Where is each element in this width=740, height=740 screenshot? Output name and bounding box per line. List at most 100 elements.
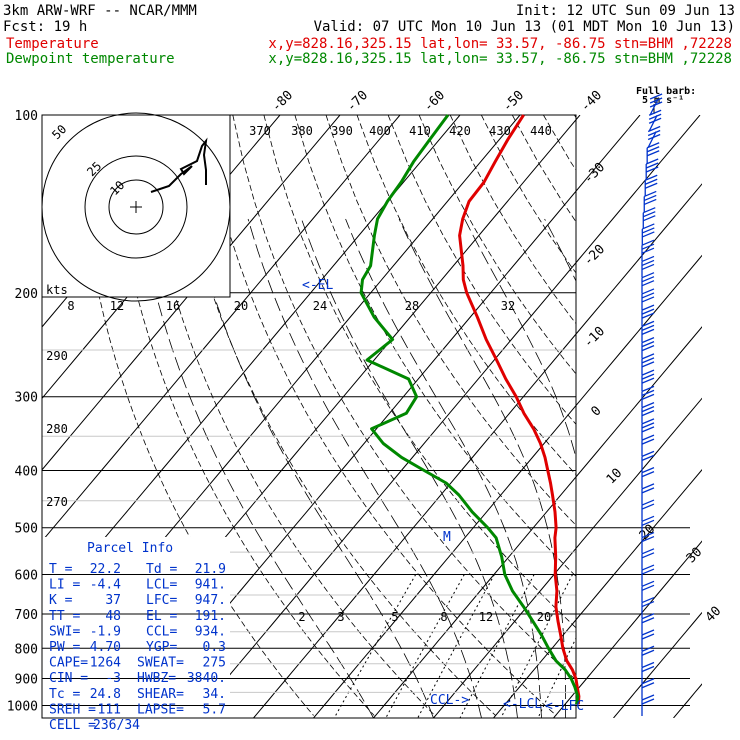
wind-barb-feather xyxy=(641,483,655,490)
pressure-label: 300 xyxy=(15,391,38,406)
theta-label: 430 xyxy=(489,124,511,138)
lfc-marker: <-LFC xyxy=(545,699,584,714)
wind-barb-feather xyxy=(648,113,662,120)
legend-temperature-info: x,y=828.16,325.15 lat,lon= 33.57, -86.75… xyxy=(268,36,732,52)
parcel-value: -3 xyxy=(105,671,121,686)
isotherm xyxy=(193,115,701,718)
wind-barb-feather xyxy=(641,519,655,526)
pressure-label: 100 xyxy=(15,109,38,124)
wind-barb-feather xyxy=(641,454,655,461)
wind-barb-feather xyxy=(641,422,655,429)
wind-barb-feather xyxy=(644,190,657,198)
isotherm-top-label: -40 xyxy=(578,88,605,115)
pressure-label: 800 xyxy=(15,642,38,657)
wind-barb-feather xyxy=(641,292,655,299)
wind-barb-feather xyxy=(645,158,659,165)
parcel-key: LCL= xyxy=(146,578,177,593)
mixing-ratio xyxy=(459,574,535,718)
wind-barb-feather xyxy=(641,263,655,271)
wind-barb xyxy=(649,98,659,116)
dry-adiabat xyxy=(139,115,436,716)
wind-barb-feather xyxy=(649,101,663,108)
pressure-label: 600 xyxy=(15,568,38,583)
parcel-value: 941. xyxy=(195,578,226,593)
hodograph-trace xyxy=(150,137,208,193)
mixing-ratio xyxy=(500,574,573,718)
dry-adiabat xyxy=(108,115,375,716)
mixing-ratio-label: 12 xyxy=(479,610,493,624)
mixing-ratio-label: 32 xyxy=(501,299,515,313)
wind-barb-feather xyxy=(641,410,655,417)
dry-adiabat xyxy=(730,115,740,716)
wind-barb-feather xyxy=(644,182,658,189)
parcel-value: 0.3 xyxy=(203,640,226,655)
parcel-key: SWI= xyxy=(49,624,80,639)
wind-barb-feather xyxy=(646,150,660,157)
wind-barb-feather xyxy=(641,564,655,571)
theta-side-label: 280 xyxy=(46,422,68,436)
parcel-value: -4.4 xyxy=(90,578,121,593)
wind-barb-feather xyxy=(641,531,655,539)
mixing-ratio-label: 20 xyxy=(234,299,248,313)
wind-barb-feather xyxy=(641,600,655,608)
valid-time: Valid: 07 UTC Mon 10 Jun 13 (01 MDT Mon … xyxy=(314,19,735,35)
pressure-label: 200 xyxy=(15,287,38,302)
plot-frame xyxy=(41,114,577,719)
wind-barb-feather xyxy=(641,665,655,673)
parcel-key: CELL = xyxy=(49,718,96,733)
wind-barb-feather xyxy=(641,466,655,474)
parcel-value: 3840. xyxy=(187,671,226,686)
parcel-value: 48 xyxy=(105,609,121,624)
isotherm xyxy=(42,115,281,400)
forecast-hour: Fcst: 19 h xyxy=(3,19,87,35)
parcel-value: 34. xyxy=(203,687,226,702)
wind-key-value: 5 m s⁻¹ xyxy=(642,95,684,106)
parcel-value: 4.70 xyxy=(90,640,121,655)
parcel-key: SHEAR= xyxy=(137,687,184,702)
wind-barb-feather xyxy=(642,231,655,238)
mixing-ratio-label: 28 xyxy=(405,299,419,313)
wind-barb-feather xyxy=(641,418,655,425)
isotherm xyxy=(433,397,702,718)
wind-barb-feather xyxy=(641,389,655,396)
wind-barb-feather xyxy=(646,146,660,153)
pressure-label: 900 xyxy=(15,672,38,687)
wind-barb-feather xyxy=(649,97,663,104)
wind-barb-feather xyxy=(641,450,655,457)
mixing-ratio xyxy=(333,574,417,718)
wind-barb xyxy=(647,131,657,148)
mixing-ratio-label: 8 xyxy=(67,299,74,313)
isotherm-side-label: 10 xyxy=(604,466,626,488)
isotherm-side-label: -10 xyxy=(581,324,608,351)
theta-label: 440 xyxy=(530,124,552,138)
init-time: Init: 12 UTC Sun 09 Jun 13 xyxy=(516,3,735,19)
wind-barb-feather xyxy=(641,487,655,494)
dry-adiabat xyxy=(232,115,576,681)
parcel-key: CIN = xyxy=(49,671,88,686)
wind-barb-feather xyxy=(641,341,655,348)
theta-label: 380 xyxy=(291,124,313,138)
isotherm xyxy=(553,540,702,718)
wind-barb-feather xyxy=(641,239,655,246)
dry-adiabat xyxy=(170,115,496,716)
isotherm xyxy=(493,469,702,718)
mixing-ratio-label: 12 xyxy=(110,299,124,313)
dry-adiabat xyxy=(606,115,740,716)
parcel-info-box xyxy=(42,537,230,718)
parcel-info-title: Parcel Info xyxy=(87,541,173,556)
isotherm-side-label: 40 xyxy=(703,604,725,626)
dry-adiabat xyxy=(201,115,557,716)
wind-barb-feather xyxy=(641,617,655,624)
isobar-overlay xyxy=(42,573,230,706)
wind-barb-feather xyxy=(641,438,655,445)
wind-barb-feather xyxy=(641,515,655,522)
wind-barb-feather xyxy=(643,211,656,218)
legend-dewpoint-label: Dewpoint temperature xyxy=(6,51,175,67)
wind-barb-feather xyxy=(647,133,661,141)
theta-side-label: 270 xyxy=(46,495,68,509)
mixing-ratio-lines xyxy=(333,574,576,718)
wind-barb-feather xyxy=(645,162,659,169)
theta-label: 390 xyxy=(331,124,353,138)
wind-barb-feather xyxy=(641,698,655,705)
